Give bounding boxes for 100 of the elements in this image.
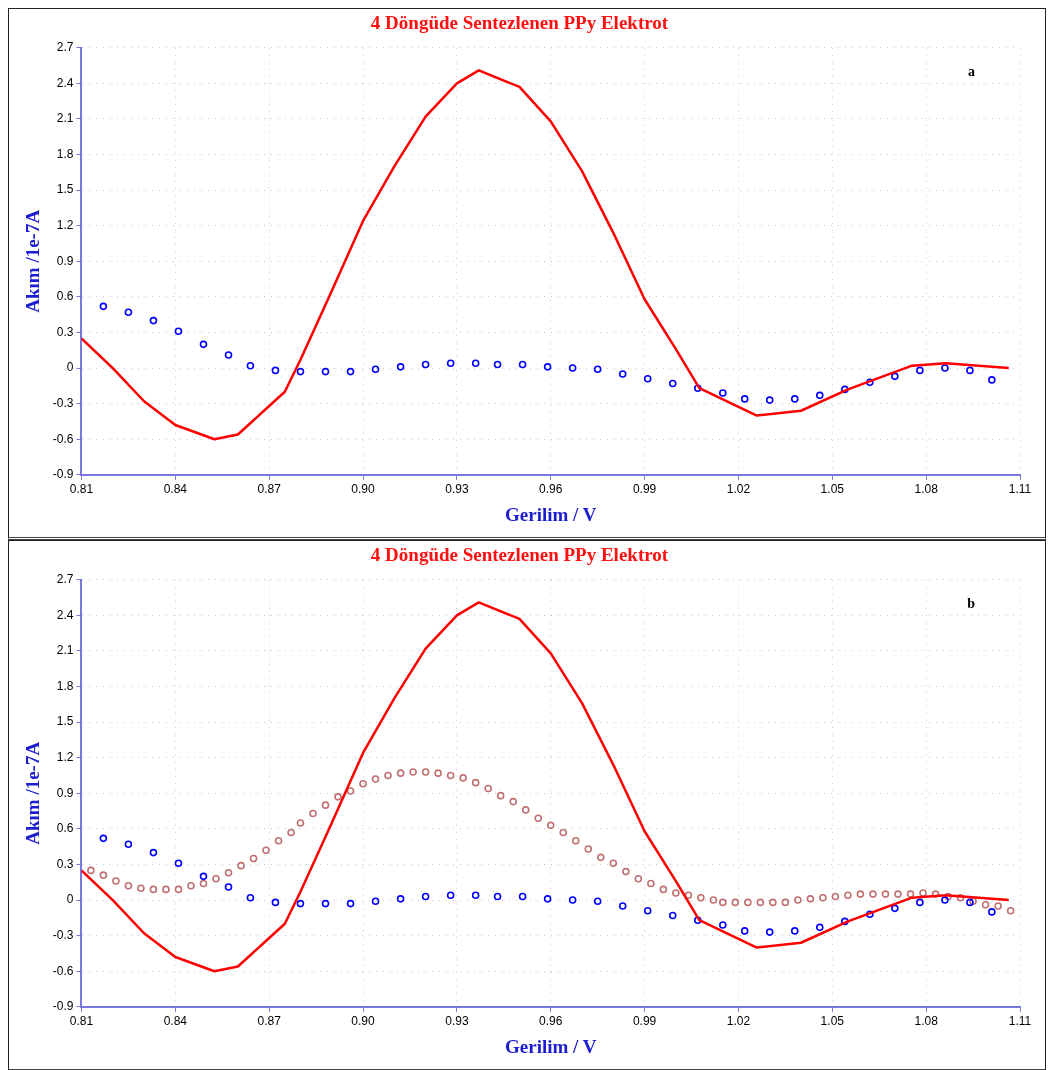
point (149, 316, 158, 325)
point (174, 327, 183, 336)
y-tick-label: 2.1 (56, 111, 74, 126)
y-tick-label: 0 (66, 892, 74, 907)
point (841, 917, 849, 926)
point (518, 892, 527, 901)
point (271, 898, 280, 907)
y-tick-label: 0.3 (56, 856, 74, 871)
x-tick-label: 0.81 (69, 482, 94, 497)
y-tick-label: 2.7 (56, 572, 74, 587)
point (99, 834, 108, 843)
point (866, 910, 874, 919)
point (693, 384, 702, 393)
point (719, 921, 727, 929)
point (543, 363, 552, 371)
y-tick-label: -0.3 (52, 927, 74, 942)
point (346, 899, 355, 908)
point (199, 872, 208, 881)
point (643, 906, 652, 915)
point (396, 895, 405, 903)
x-tick-label: 0.96 (539, 1014, 563, 1029)
point (693, 916, 702, 925)
x-tick-label: 0.87 (257, 482, 282, 497)
point (493, 360, 502, 369)
x-tick-label: 1.11 (1008, 482, 1032, 497)
point (296, 367, 305, 376)
point (740, 395, 749, 403)
point (593, 897, 602, 906)
x-tick-label: 1.05 (820, 1014, 845, 1029)
y-tick-label: 1.5 (56, 714, 74, 729)
point (790, 395, 799, 403)
point (941, 364, 949, 372)
x-tick-label: 0.93 (445, 1014, 469, 1029)
point (841, 385, 849, 394)
x-tick-label: 1.05 (820, 482, 845, 497)
point (568, 896, 577, 904)
point (740, 927, 749, 935)
point (618, 902, 627, 910)
x-tick-label: 1.08 (914, 1014, 939, 1029)
x-tick-label: 1.02 (726, 1014, 751, 1029)
annotation: b (967, 595, 976, 611)
point (224, 883, 233, 891)
point (371, 897, 380, 906)
y-axis-title: Akım /1e-7A (22, 209, 44, 313)
x-tick-label: 1.08 (914, 482, 939, 497)
x-tick-label: 0.90 (351, 1014, 376, 1029)
point (543, 895, 552, 903)
point (891, 372, 899, 381)
point (174, 859, 183, 868)
point (916, 366, 924, 375)
point (246, 893, 255, 902)
point (618, 370, 627, 378)
y-tick-label: 0.3 (56, 324, 74, 339)
point (446, 891, 455, 900)
x-tick-label: 1.02 (726, 482, 751, 497)
point (668, 379, 677, 388)
point (321, 899, 330, 908)
y-tick-label: 1.5 (56, 182, 74, 197)
y-tick-label: 2.1 (56, 643, 74, 658)
y-tick-label: 0.9 (56, 785, 74, 800)
point (988, 376, 996, 384)
point (916, 898, 924, 907)
point (99, 302, 108, 311)
point (471, 891, 480, 900)
point (396, 363, 405, 371)
point (568, 364, 577, 372)
point (765, 396, 774, 404)
y-tick-label: 1.2 (56, 218, 74, 233)
point (149, 848, 158, 857)
point (346, 367, 355, 376)
point (199, 340, 208, 349)
point (593, 365, 602, 374)
point (321, 367, 330, 376)
point (518, 360, 527, 369)
y-tick-label: 1.2 (56, 750, 74, 765)
point (421, 892, 430, 901)
chart-title: 4 Döngüde Sentezlenen PPy Elektrot (370, 544, 669, 566)
x-tick-label: 0.99 (632, 482, 657, 497)
y-tick-label: 2.4 (56, 75, 74, 90)
point (815, 923, 824, 932)
x-tick-label: 0.84 (163, 1014, 188, 1029)
point (446, 359, 455, 368)
y-tick-label: 1.8 (56, 678, 74, 693)
y-tick-label: 0 (66, 360, 74, 375)
y-tick-label: 0.6 (56, 821, 74, 836)
x-tick-label: 0.99 (632, 1014, 657, 1029)
y-axis-title: Akım /1e-7A (22, 741, 44, 845)
point (296, 899, 305, 908)
point (421, 360, 430, 369)
y-tick-label: 0.9 (56, 253, 74, 268)
point (124, 840, 133, 849)
point (371, 365, 380, 374)
annotation: a (968, 63, 975, 79)
point (246, 361, 255, 370)
y-tick-label: -0.9 (52, 999, 74, 1014)
point (866, 378, 874, 387)
point (271, 366, 280, 375)
point (941, 896, 949, 904)
point (815, 391, 824, 400)
y-tick-label: 1.8 (56, 146, 74, 161)
